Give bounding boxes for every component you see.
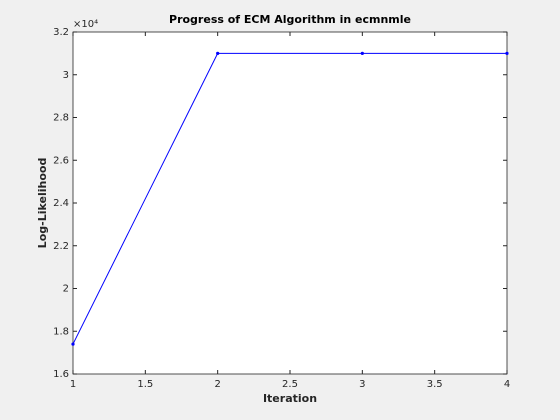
- x-axis-label: Iteration: [263, 392, 317, 405]
- x-tick-label: 1: [70, 379, 76, 390]
- plot-area: [73, 32, 507, 374]
- y-tick-label: 2.6: [53, 155, 69, 166]
- x-tick-label: 3.5: [427, 379, 443, 390]
- y-tick-label: 2.4: [53, 198, 69, 209]
- data-point: [360, 51, 364, 55]
- y-tick-label: 2.2: [53, 241, 69, 252]
- y-tick-label: 1.6: [53, 369, 69, 380]
- y-axis-label: Log-Likelihood: [36, 158, 49, 249]
- y-exponent-label: ×10⁴: [73, 19, 98, 30]
- x-tick-label: 1.5: [137, 379, 153, 390]
- x-tick-label: 4: [504, 379, 510, 390]
- y-tick-label: 2: [63, 284, 69, 295]
- x-tick-label: 3: [359, 379, 365, 390]
- chart-title: Progress of ECM Algorithm in ecmnmle: [169, 13, 411, 26]
- axes-frame: [72, 31, 508, 375]
- y-tick-label: 2.8: [53, 113, 69, 124]
- x-tick-label: 2: [214, 379, 220, 390]
- y-tick-label: 1.8: [53, 326, 69, 337]
- data-point: [216, 51, 220, 55]
- y-tick-label: 3.2: [53, 27, 69, 38]
- data-line: [72, 52, 507, 345]
- data-point: [71, 342, 75, 346]
- data-point: [505, 51, 509, 55]
- y-tick-label: 3: [63, 70, 69, 81]
- x-tick-label: 2.5: [282, 379, 298, 390]
